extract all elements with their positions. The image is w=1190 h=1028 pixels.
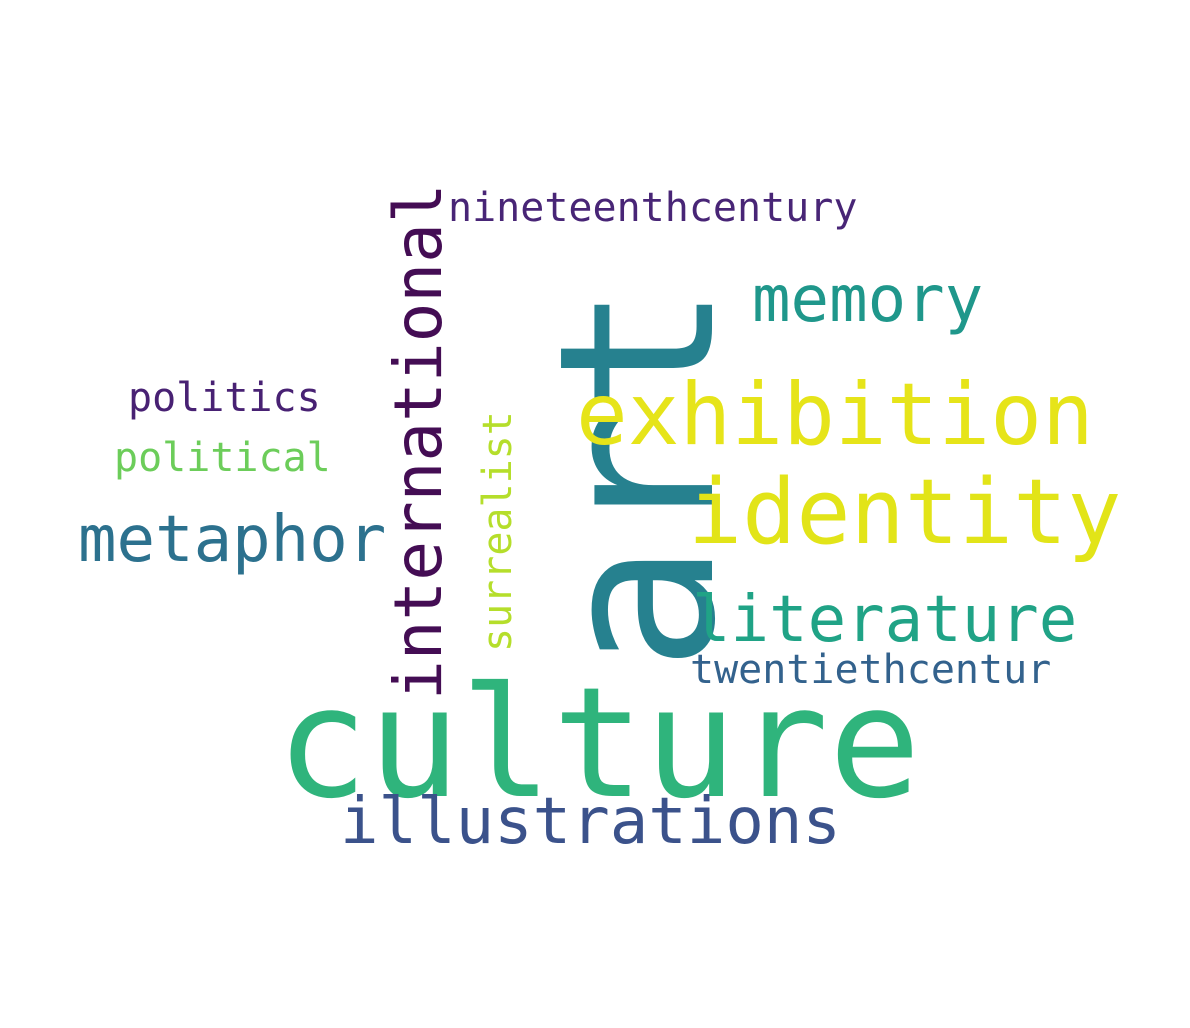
word-literature: literature <box>692 583 1078 657</box>
word-memory: memory <box>752 263 984 337</box>
word-nineteenthcentury: nineteenthcentury <box>448 185 858 231</box>
word-twentiethcentur: twentiethcentur <box>690 647 1052 693</box>
word-international: international <box>380 183 457 700</box>
word-identity: identity <box>688 460 1122 565</box>
word-exhibition: exhibition <box>576 365 1094 465</box>
word-political: political <box>114 435 331 481</box>
word-illustrations: illustrations <box>340 785 841 859</box>
word-culture: culture <box>276 655 921 833</box>
word-metaphor: metaphor <box>78 503 387 577</box>
word-politics: politics <box>128 375 321 421</box>
word-surrealist: surrealist <box>475 411 521 652</box>
